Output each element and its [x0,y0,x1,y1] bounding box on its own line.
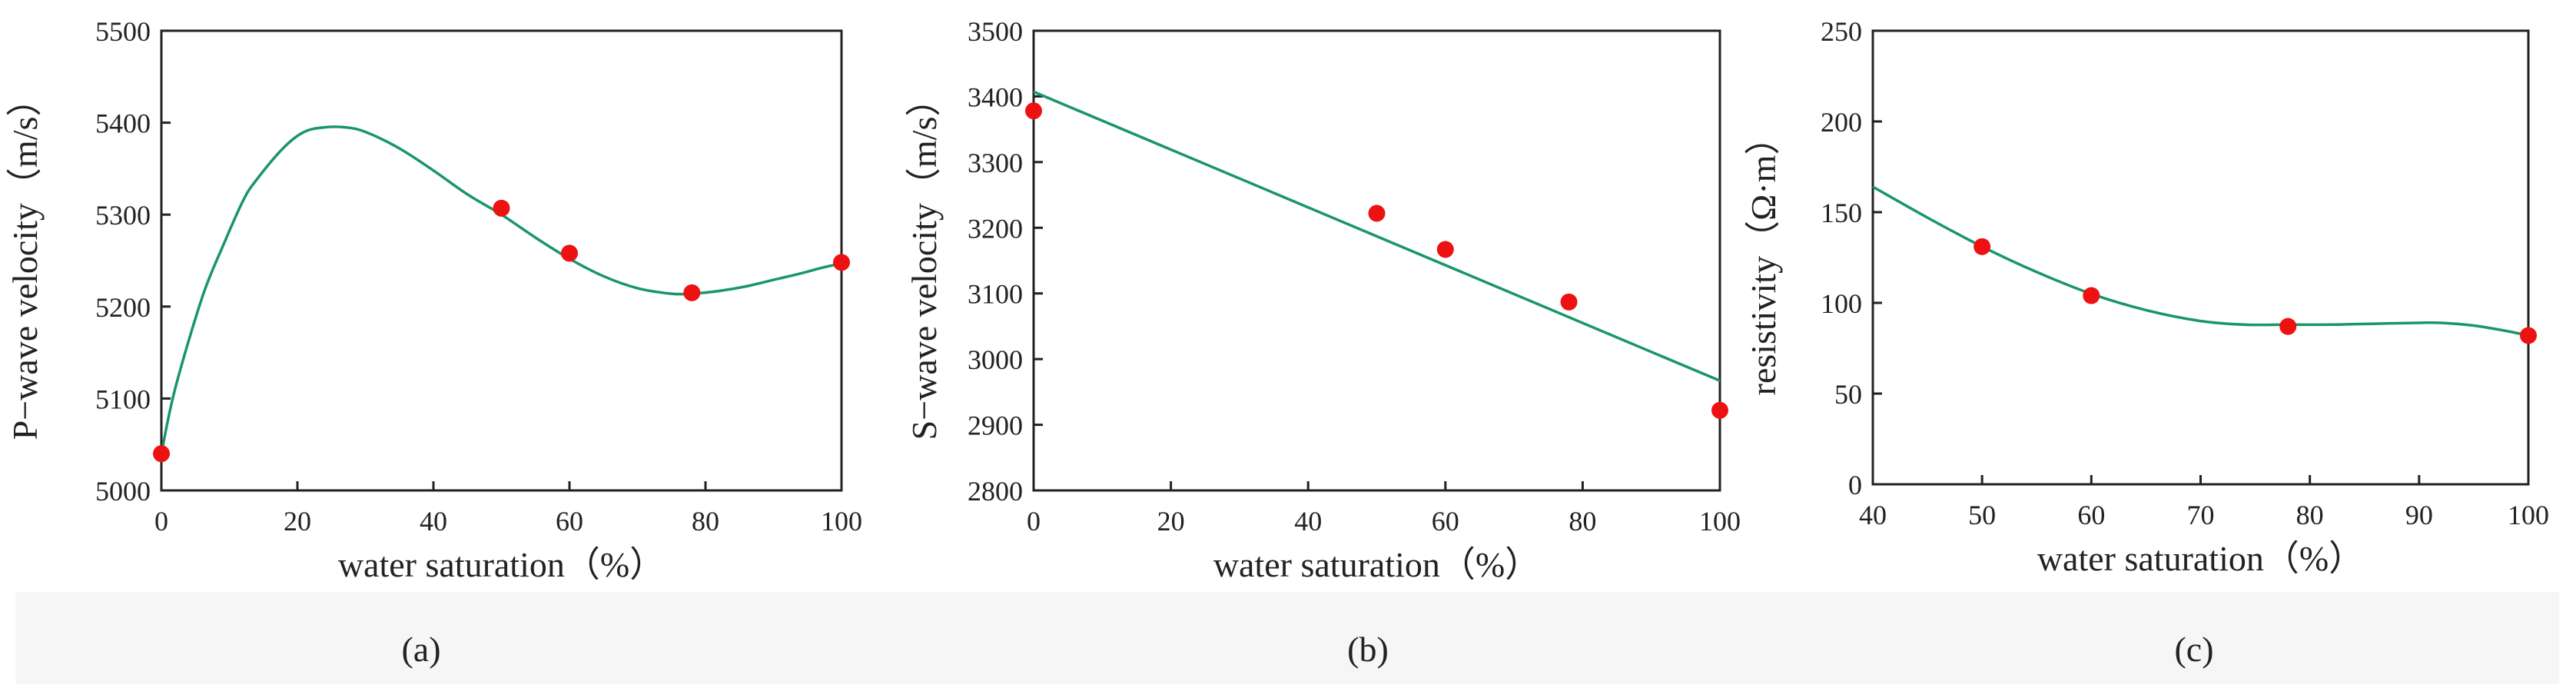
y-tick-label: 3100 [968,279,1023,310]
y-tick-label: 5000 [95,476,151,507]
x-tick-label: 60 [556,506,583,537]
data-point [2279,317,2297,335]
data-point [833,254,850,271]
panel-a: 0 20 40 60 80 100 5000 5100 5200 5300 5400 5500 wate… [5,16,862,669]
x-tick-label: 100 [821,506,862,537]
y-tick-label: 250 [1821,16,1862,47]
x-tick-label: 40 [1294,506,1322,537]
x-tick-label: 90 [2405,500,2433,530]
x-tick-label: 0 [154,506,168,537]
y-tick-label: 3000 [968,344,1023,375]
y-axis-label: S−wave velocity（m/s） [905,81,944,440]
data-point [493,199,510,217]
x-tick-label: 80 [692,506,719,537]
x-tick-label: 20 [1157,506,1185,537]
data-point [2083,287,2100,304]
y-tick-label: 5500 [95,16,151,47]
data-point [1973,238,1991,255]
x-tick-label: 40 [1859,500,1887,530]
y-tick-label: 5300 [95,200,151,231]
x-tick-label: 70 [2187,500,2215,530]
y-tick-label: 3500 [968,16,1023,47]
x-tick-label: 80 [1569,506,1596,537]
y-axis-label: resistivity（Ω·m） [1744,120,1783,396]
x-axis-label: water saturation（%） [338,545,665,584]
plot-frame [1032,29,1721,492]
y-tick-label: 100 [1821,288,1862,319]
x-tick-label: 80 [2296,500,2324,530]
x-axis-label: water saturation（%） [2037,539,2364,578]
fitted-curve-line [1872,185,2529,337]
y-tick-label: 0 [1848,470,1862,500]
y-tick-label: 2800 [968,476,1023,507]
y-tick-label: 2900 [968,410,1023,441]
x-tick-label: 100 [2508,500,2549,530]
data-point [1560,293,1578,311]
subfigure-label: (a) [401,630,440,669]
y-tick-label: 5100 [95,384,151,414]
plot-frame [160,29,843,492]
data-point [1711,401,1728,419]
subfigure-label: (b) [1347,630,1389,669]
data-point [1368,204,1386,222]
y-tick-label: 3200 [968,213,1023,244]
data-point [561,244,578,262]
x-tick-label: 60 [2077,500,2105,530]
x-tick-label: 40 [420,506,447,537]
data-point [1025,102,1042,120]
y-tick-label: 150 [1821,198,1862,228]
x-tick-label: 60 [1432,506,1459,537]
data-point [1436,241,1454,258]
x-tick-label: 20 [284,506,311,537]
y-tick-label: 5200 [95,292,151,323]
panel-c: 40 50 60 70 80 90 100 0 50 100 150 200 250 water satu… [1744,16,2549,669]
y-tick-label: 3400 [968,81,1023,112]
panel-b: 0 20 40 60 80 100 2800 2900 3000 3100 3200 3300 3400… [905,16,1741,669]
fitted-curve-line [1033,90,1721,382]
y-tick-label: 200 [1821,107,1862,138]
y-axis-label: P−wave velocity（m/s） [5,81,45,440]
x-axis-label: water saturation（%） [1213,545,1540,584]
data-point [153,445,170,463]
data-point [2520,327,2537,344]
plot-frame [1871,29,2530,486]
x-tick-label: 100 [1699,506,1741,537]
subfigure-label: (c) [2174,630,2213,669]
y-tick-label: 3300 [968,148,1023,178]
x-tick-label: 50 [1968,500,1996,530]
x-tick-label: 0 [1027,506,1041,537]
y-tick-label: 5400 [95,108,151,139]
data-point [683,284,701,301]
caption-strip-background [15,592,2559,684]
y-tick-label: 50 [1834,379,1862,410]
fitted-curve-line [160,125,842,454]
